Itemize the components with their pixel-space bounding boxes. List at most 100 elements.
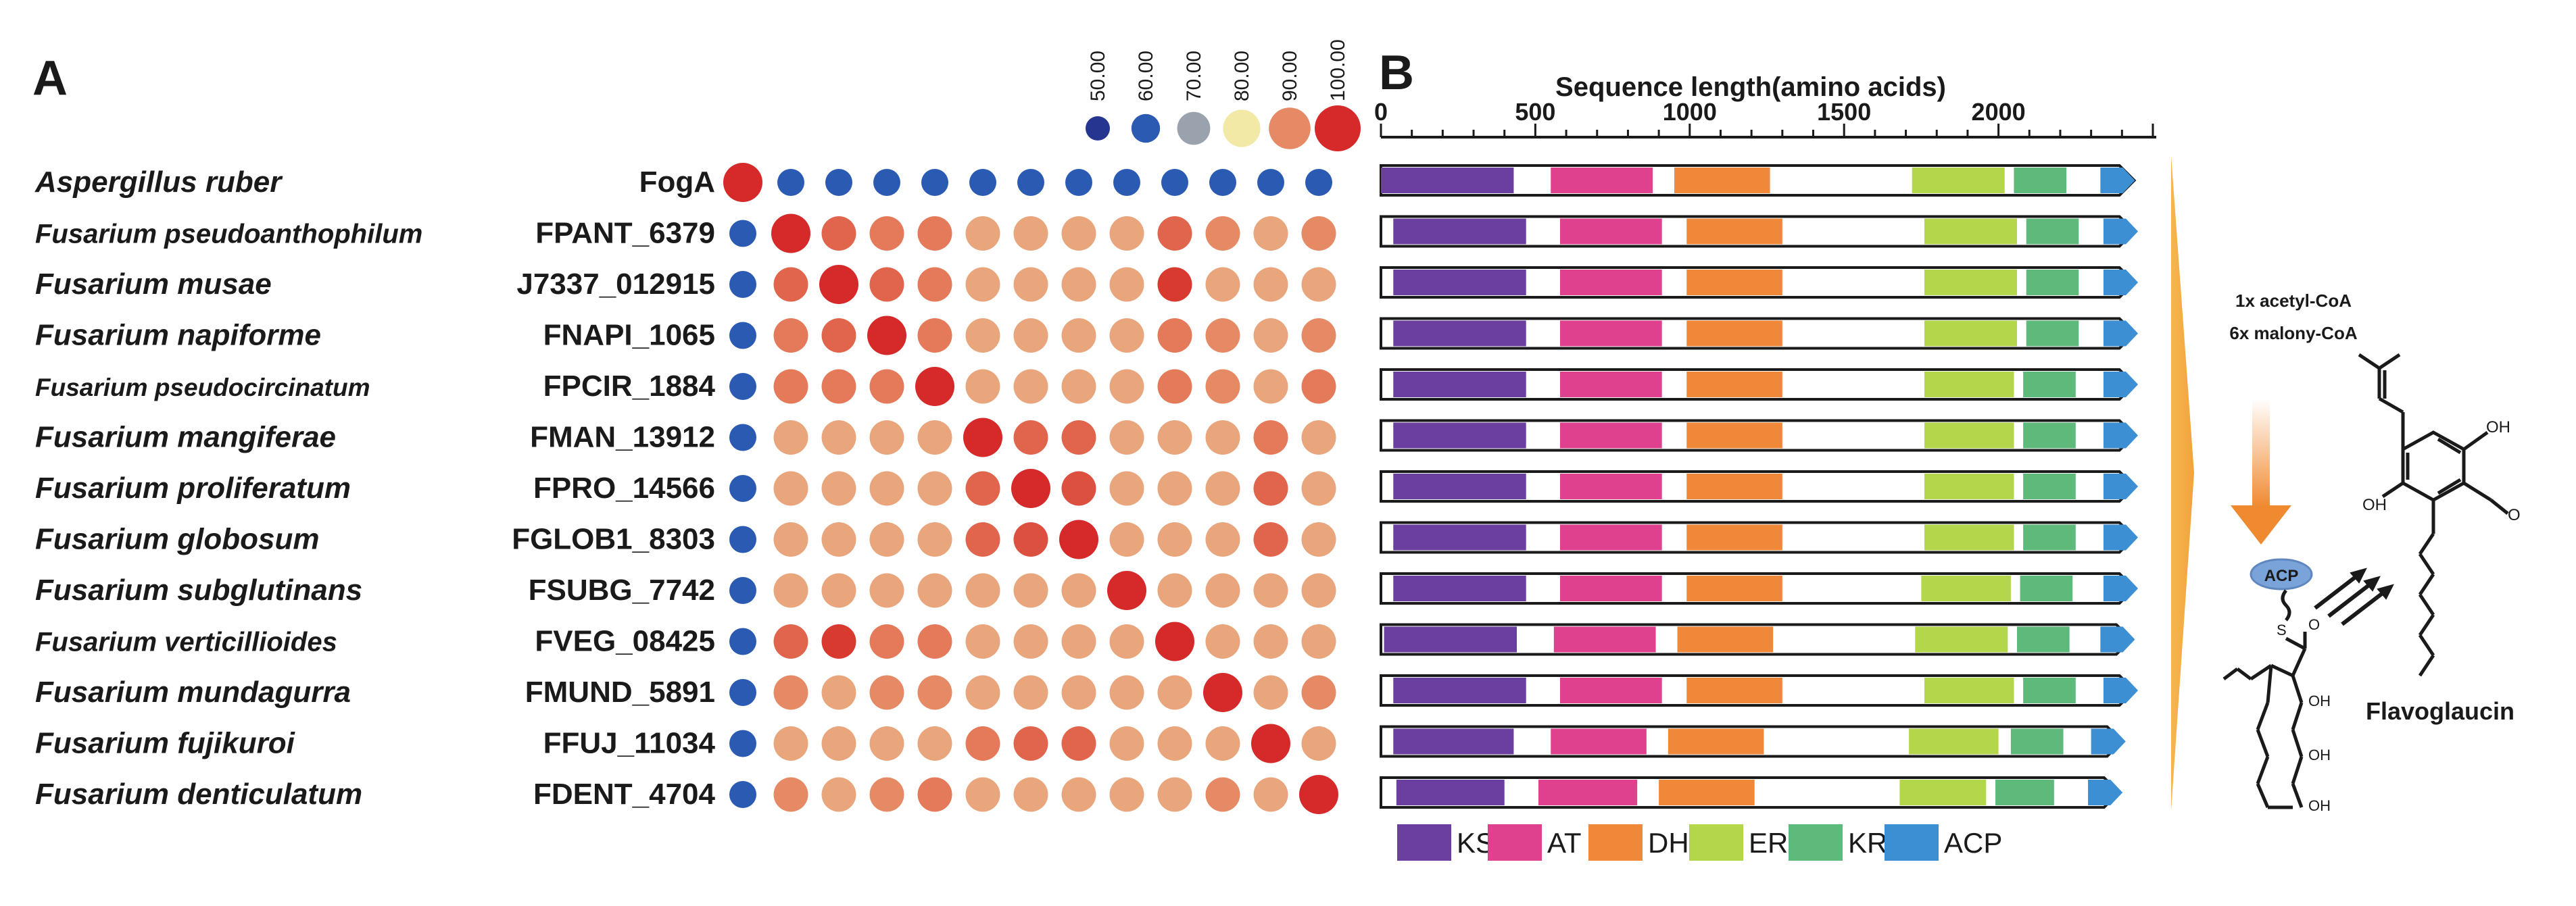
identity-bubble — [1061, 675, 1096, 710]
legend-label: ACP — [1944, 827, 2002, 859]
gene-id: FPRO_14566 — [533, 472, 715, 505]
identity-bubble — [821, 369, 856, 404]
identity-bubble — [821, 777, 856, 812]
identity-bubble — [1203, 673, 1242, 712]
identity-bubble — [1157, 777, 1192, 812]
thioester-s-label: S — [2277, 622, 2287, 638]
legend-value: 50.00 — [1087, 51, 1109, 101]
identity-bubble — [869, 624, 904, 659]
domain-dh — [1686, 422, 1782, 449]
identity-bubble — [729, 271, 756, 298]
identity-bubble — [1301, 573, 1336, 608]
domain-kr — [2017, 626, 2070, 653]
identity-bubble — [1205, 318, 1240, 353]
identity-bubble — [1301, 624, 1336, 659]
domain-legend: KS AT DH ER KR ACP — [1397, 824, 2002, 861]
species-name: Aspergillus ruber — [34, 166, 283, 199]
identity-bubble — [1205, 471, 1240, 506]
domain-dh — [1686, 474, 1782, 499]
identity-bubble — [1113, 169, 1140, 196]
identity-bubble — [1205, 420, 1240, 455]
hydroxyl-2-label: OH — [2308, 747, 2331, 763]
identity-bubble — [1205, 726, 1240, 761]
identity-bubble — [1061, 216, 1096, 251]
gene-id: FMAN_13912 — [530, 421, 715, 454]
domain-kr — [2026, 270, 2079, 295]
protein-track — [1380, 623, 2135, 656]
identity-bubble — [1013, 726, 1048, 761]
identity-bubble — [1205, 216, 1240, 251]
domain-dh — [1686, 678, 1782, 703]
identity-bubble — [1061, 420, 1096, 455]
identity-bubble — [965, 318, 1000, 353]
axis-tick-label: 2000 — [1972, 98, 2026, 126]
legend-label: ER — [1749, 827, 1788, 859]
identity-bubble — [1253, 522, 1288, 557]
domain-er — [1924, 218, 2018, 245]
axis-tick-label: 1000 — [1663, 98, 1717, 126]
species-name: Fusarium denticulatum — [35, 778, 362, 811]
identity-bubble — [1253, 777, 1288, 812]
acp-intermediate-structure — [2222, 558, 2313, 809]
identity-bubble — [965, 573, 1000, 608]
identity-bubble — [869, 675, 904, 710]
legend-label: DH — [1648, 827, 1689, 859]
species-name: Fusarium globosum — [35, 523, 319, 556]
species-name: Fusarium proliferatum — [35, 472, 351, 505]
legend-swatch — [1223, 109, 1261, 147]
domain-ks — [1393, 422, 1526, 449]
identity-bubble — [1109, 318, 1144, 353]
identity-bubble — [1017, 169, 1044, 196]
down-arrow-icon — [2231, 399, 2291, 545]
identity-bubble — [1157, 522, 1192, 557]
gene-id: FNAPI_1065 — [543, 319, 715, 352]
domain-er — [1924, 372, 2014, 397]
identity-bubble — [965, 267, 1000, 302]
identity-bubble — [1109, 675, 1144, 710]
domain-acp — [2103, 270, 2139, 295]
identity-bubble — [773, 573, 808, 608]
identity-bubble — [1299, 775, 1338, 814]
domain-dh — [1677, 626, 1774, 653]
identity-bubble — [773, 726, 808, 761]
identity-bubble — [1301, 522, 1336, 557]
identity-bubble — [1253, 675, 1288, 710]
domain-er — [1915, 626, 2008, 653]
legend-value: 80.00 — [1231, 51, 1253, 101]
domain-dh — [1668, 728, 1764, 755]
identity-bubble — [1013, 624, 1048, 659]
domain-acp — [2100, 626, 2135, 653]
gene-id: FGLOB1_8303 — [512, 523, 715, 556]
identity-bubble — [729, 526, 756, 553]
panel-b-label: B — [1379, 46, 1414, 100]
identity-bubble — [1157, 573, 1192, 608]
domain-acp — [2103, 474, 2139, 499]
legend-swatch-er — [1689, 824, 1743, 861]
domain-at — [1559, 320, 1662, 347]
legend-value: 90.00 — [1279, 51, 1301, 101]
identity-bubble — [1253, 267, 1288, 302]
identity-bubble — [869, 573, 904, 608]
gene-id: FPCIR_1884 — [543, 370, 716, 403]
domain-acp — [2100, 168, 2135, 193]
species-name: Fusarium subglutinans — [35, 574, 362, 607]
domain-er — [1899, 780, 1987, 805]
identity-bubble — [773, 420, 808, 455]
identity-bubble — [821, 471, 856, 506]
identity-bubble — [1157, 726, 1192, 761]
protein-track — [1380, 776, 2123, 809]
identity-bubble — [1061, 573, 1096, 608]
identity-bubble — [1157, 216, 1192, 251]
identity-bubble — [917, 624, 952, 659]
identity-bubble — [1253, 624, 1288, 659]
identity-bubble — [729, 424, 756, 451]
species-name: Fusarium pseudocircinatum — [35, 374, 370, 401]
identity-bubble — [1109, 777, 1144, 812]
identity-bubble — [1061, 369, 1096, 404]
domain-er — [1924, 270, 2018, 295]
domain-ks — [1393, 372, 1526, 397]
identity-bubble — [1061, 624, 1096, 659]
domain-kr — [2023, 422, 2076, 449]
identity-bubble — [723, 163, 762, 202]
domain-kr — [2010, 728, 2064, 755]
